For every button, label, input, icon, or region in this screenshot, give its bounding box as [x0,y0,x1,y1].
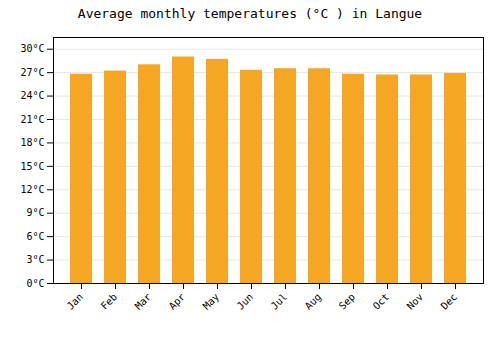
svg-text:6°C: 6°C [26,231,44,242]
svg-text:Jun: Jun [235,291,256,312]
svg-text:Mar: Mar [133,291,154,312]
svg-text:15°C: 15°C [20,161,44,172]
svg-text:Jan: Jan [65,291,86,312]
svg-text:Feb: Feb [99,291,120,312]
svg-text:12°C: 12°C [20,184,44,195]
svg-text:Nov: Nov [405,291,426,312]
svg-text:Oct: Oct [371,291,392,312]
svg-text:Aug: Aug [303,291,324,312]
svg-text:May: May [201,291,222,312]
svg-text:3°C: 3°C [26,254,44,265]
svg-text:9°C: 9°C [26,207,44,218]
svg-text:Jul: Jul [269,291,290,312]
svg-text:21°C: 21°C [20,114,44,125]
svg-text:Dec: Dec [439,291,460,312]
svg-text:Apr: Apr [167,291,188,312]
svg-text:24°C: 24°C [20,90,44,101]
svg-text:18°C: 18°C [20,137,44,148]
svg-text:27°C: 27°C [20,67,44,78]
svg-text:Sep: Sep [337,291,358,312]
svg-text:30°C: 30°C [20,43,44,54]
html-text:Average monthly temperatures (: Average monthly temperatures (°C ) in La… [77,6,423,21]
svg-text:0°C: 0°C [26,278,44,289]
